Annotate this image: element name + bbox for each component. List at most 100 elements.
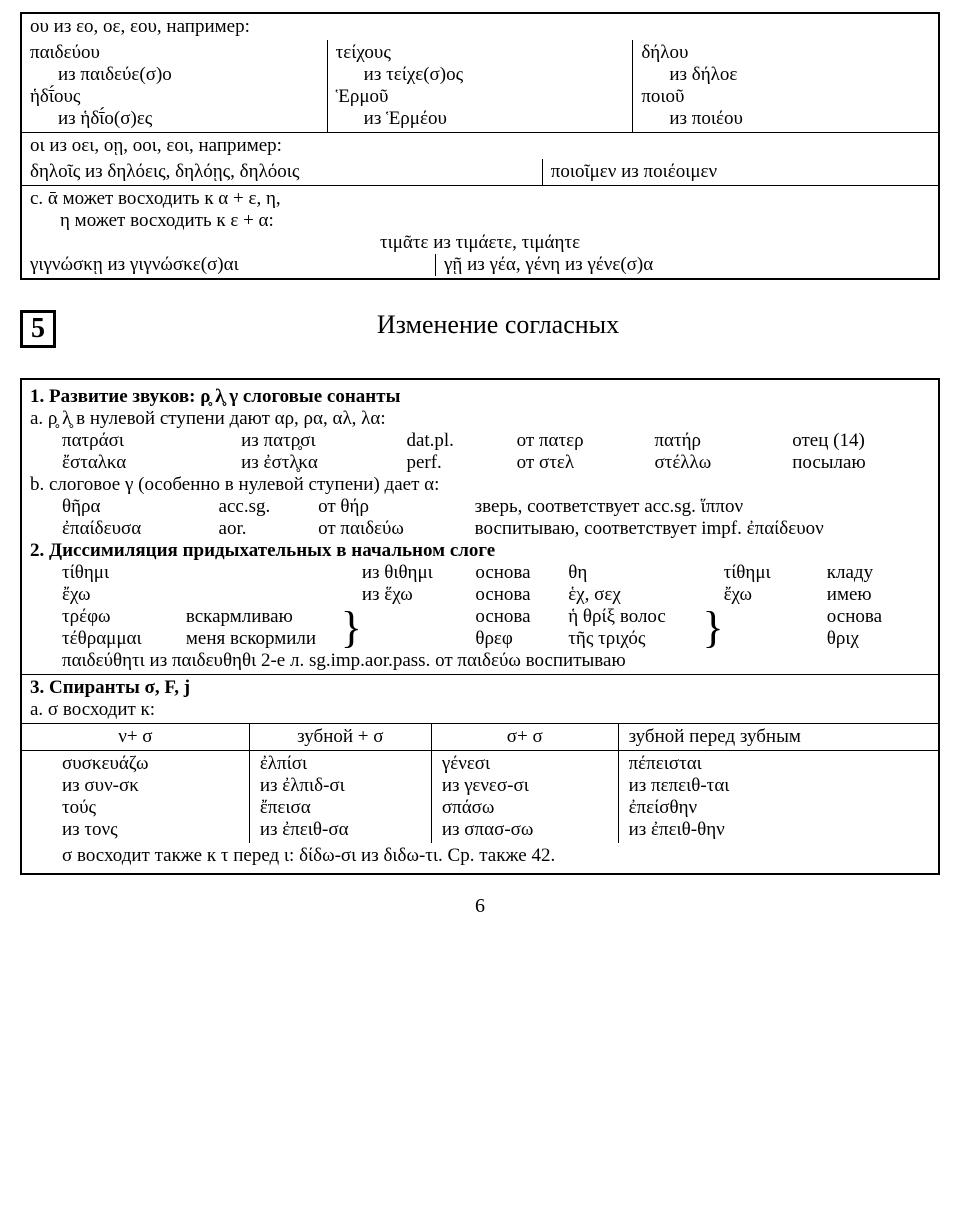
cell: от παιδεύω (318, 518, 475, 540)
page-number: 6 (20, 895, 940, 918)
item-3a-head: a. σ восходит к: (30, 699, 930, 721)
item-2-last: παιδεύθητι из παιδευθηθι 2-е л. sg.imp.a… (30, 650, 930, 672)
cell: посылаю (792, 452, 930, 474)
cell: ἔχω (62, 584, 186, 606)
cell: θριχ (827, 628, 930, 650)
brace-icon: } (341, 617, 362, 640)
cell: dat.pl. (406, 430, 516, 452)
cell: воспитываю, соответствует impf. ἐπαίδευο… (475, 518, 930, 540)
block2-header: οι из οει, οῃ, οοι, εοι, например: (22, 133, 938, 159)
text: из ἐλπιδ-σι (260, 775, 421, 797)
text: τείχους (336, 42, 625, 64)
text: Ἑρμοῦ (336, 86, 625, 108)
item-3-head: 3. Спиранты σ, F, j a. σ восходит к: (22, 675, 938, 723)
item-1: 1. Развитие звуков: ρ̥ λ̥ γ слоговые сон… (22, 384, 938, 674)
cell: πατράσι (62, 430, 241, 452)
cell: συσκευάζω из συν-σκ τούς из τονς (22, 751, 249, 844)
cell: ἔχω (724, 584, 827, 606)
text: τούς (62, 797, 239, 819)
heading-3: 3. Спиранты σ, F, j (30, 677, 930, 699)
table-row: ν+ σ зубной + σ σ+ σ зубной перед зубным (22, 724, 938, 751)
text: ἐλπίσι (260, 753, 421, 775)
cell: στέλλω (654, 452, 792, 474)
item-2-grid: τίθημι из θιθημι основа θη τίθημι кладу … (30, 562, 930, 650)
cell: зубной + σ (249, 724, 431, 751)
block1-columns: παιδεύου из παιδεύε(σ)ο ἡδῑ́ους из ἡδῑ́ο… (22, 40, 938, 132)
cell: от στελ (517, 452, 655, 474)
cell: имею (827, 584, 930, 606)
cell: ἐπαίδευσα (62, 518, 219, 540)
text: γιγνώσκῃ из γιγνώσκε(σ)αι (30, 254, 435, 276)
item-1b-head: b. слоговое γ (особенно в нулевой ступен… (30, 474, 930, 496)
consonant-changes-block: 1. Развитие звуков: ρ̥ λ̥ γ слоговые сон… (20, 378, 940, 875)
text: из ἐπειθ-θην (629, 819, 928, 841)
text: γένεσι (442, 753, 608, 775)
heading-1: 1. Развитие звуков: ρ̥ λ̥ γ слоговые сон… (30, 386, 930, 408)
cell: от θήρ (318, 496, 475, 518)
cell: ἐλπίσι из ἐλπιδ-σι ἔπεισα из ἐπειθ-σα (249, 751, 431, 844)
cell: τῆς τριχός (568, 628, 702, 650)
section-number: 5 (20, 310, 56, 348)
block3: c. ᾱ может восходить к α + ε, η, η может… (22, 186, 938, 278)
brace-icon: } (702, 617, 723, 640)
text: ἔπεισα (260, 797, 421, 819)
spirants-table: ν+ σ зубной + σ σ+ σ зубной перед зубным… (22, 723, 938, 843)
cell: основа (475, 606, 568, 628)
cell: зубной перед зубным (618, 724, 938, 751)
block1-col2: τείχους из τείχε(σ)ος Ἑρμοῦ из Ἑρμέου (327, 40, 633, 132)
block2-left: δηλοῖς из δηλόεις, δηλόῃς, δηλόοις (22, 159, 542, 185)
heading-2: 2. Диссимиляция придыхательных в начальн… (30, 540, 930, 562)
text: γῇ из γέα, γένη из γένε(σ)α (435, 254, 930, 276)
item-1a-grid: πατράσι из πατρ̥σι dat.pl. от πατερ πατή… (30, 430, 930, 474)
text: из παιδεύε(σ)ο (30, 64, 319, 86)
cell: основа (475, 584, 568, 606)
text: из πεπειθ-ται (629, 775, 928, 797)
cell: из θιθημι (362, 562, 476, 584)
cell: acc.sg. (219, 496, 319, 518)
section-heading: 5 Изменение согласных (20, 310, 940, 348)
cell: зверь, соответствует acc.sg. ἵππον (475, 496, 930, 518)
table-row: συσκευάζω из συν-σκ τούς из τονς ἐλπίσι … (22, 751, 938, 844)
cell: θρεφ (475, 628, 568, 650)
text: из σπασ-σω (442, 819, 608, 841)
text: из ἐπειθ-σα (260, 819, 421, 841)
text: из τονς (62, 819, 239, 841)
text: ἡδῑ́ους (30, 86, 319, 108)
cell: основа (827, 606, 930, 628)
text: c. ᾱ может восходить к α + ε, η, (30, 188, 930, 210)
cell: σ+ σ (431, 724, 618, 751)
text: из γενεσ-σι (442, 775, 608, 797)
text: πέπεισται (629, 753, 928, 775)
spirants-footer: σ восходит также к τ перед ι: δίδω-σι из… (22, 843, 938, 869)
cell: кладу (827, 562, 930, 584)
block1-header: ου из εο, οε, εου, например: (22, 14, 938, 40)
cell: perf. (406, 452, 516, 474)
text: из δήλοε (641, 64, 930, 86)
text: ποιοῦ (641, 86, 930, 108)
cell: ν+ σ (22, 724, 249, 751)
cell: τίθημι (62, 562, 186, 584)
contraction-ou-block: ου из εο, οε, εου, например: παιδεύου из… (20, 12, 940, 280)
item-1a-head: a. ρ̥ λ̥ в нулевой ступени дают αρ, ρα, … (30, 408, 930, 430)
text: τιμᾶτε из τιμάετε, τιμάητε (30, 232, 930, 254)
cell: θῆρα (62, 496, 219, 518)
cell: из ἕχω (362, 584, 476, 606)
section-title-text: Изменение согласных (377, 310, 619, 339)
cell: ἔσταλκα (62, 452, 241, 474)
text: δήλου (641, 42, 930, 64)
cell: τέθραμμαι (62, 628, 186, 650)
text: из συν-σκ (62, 775, 239, 797)
cell: aor. (219, 518, 319, 540)
text: из Ἑρμέου (336, 108, 625, 130)
cell: меня вскормили (186, 628, 341, 650)
text: σπάσω (442, 797, 608, 819)
text: η может восходить к ε + α: (30, 210, 930, 232)
cell: πατήρ (654, 430, 792, 452)
cell: из ἐστλ̥κα (241, 452, 406, 474)
text: παιδεύου (30, 42, 319, 64)
block3-row: γιγνώσκῃ из γιγνώσκε(σ)αι γῇ из γέα, γέν… (30, 254, 930, 276)
block2-right: ποιοῖμεν из ποιέοιμεν (542, 159, 938, 185)
cell: от πατερ (517, 430, 655, 452)
item-1b-grid: θῆρα acc.sg. от θήρ зверь, соответствует… (30, 496, 930, 540)
cell: θη (568, 562, 702, 584)
